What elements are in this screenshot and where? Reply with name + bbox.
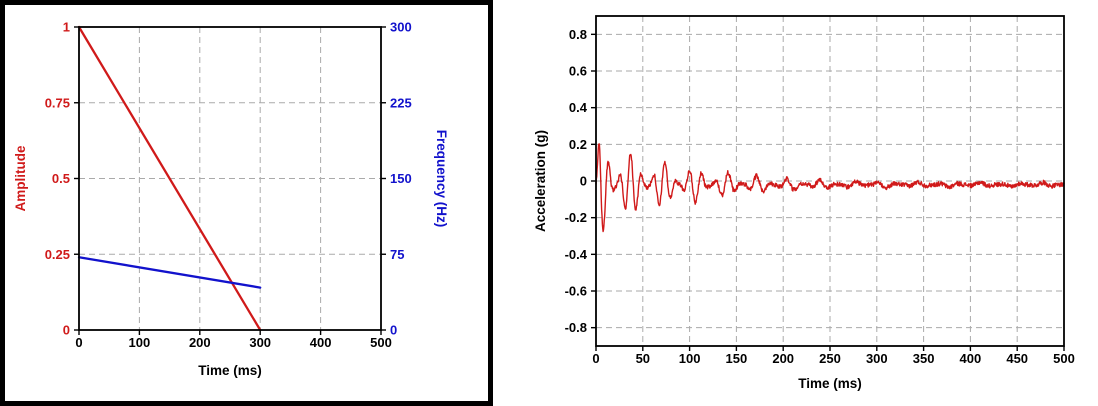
y-tick-label-left: 0.2: [569, 137, 587, 152]
x-tick-label: 0: [75, 335, 82, 350]
x-axis-title: Time (ms): [798, 376, 862, 391]
y-tick-label-right: 0: [390, 323, 397, 338]
x-tick-label: 400: [310, 335, 332, 350]
x-tick-label: 350: [913, 351, 935, 366]
y-tick-label-left: 0.25: [45, 247, 70, 262]
x-tick-label: 400: [960, 351, 982, 366]
series-amplitude: [77, 25, 262, 332]
y-tick-label-left: -0.4: [565, 247, 588, 262]
y-tick-label-left: 0.8: [569, 27, 587, 42]
x-tick-label: 300: [249, 335, 271, 350]
y-axis-title-left: Amplitude: [13, 145, 28, 211]
y-tick-label-left: 1: [63, 20, 70, 35]
x-tick-label: 200: [772, 351, 794, 366]
y-tick-label-left: -0.2: [565, 210, 587, 225]
sweep-chart-panel: 0 100 200 300 400 500 0 0.25 0.5 0.75 1 0 75 150 225 30…: [0, 0, 493, 406]
acceleration-chart: 0 50 100 150 200 250 300 350 400 450 500 -0.8 -0.6 -0…: [533, 15, 1075, 391]
x-tick-label: 50: [636, 351, 650, 366]
x-tick-label: 0: [592, 351, 599, 366]
x-tick-label: 250: [819, 351, 841, 366]
x-tick-label: 100: [129, 335, 151, 350]
x-tick-label: 450: [1006, 351, 1028, 366]
y-axis-title-left: Acceleration (g): [533, 130, 548, 232]
y-tick-label-left: -0.8: [565, 320, 587, 335]
y-tick-label-left: -0.6: [565, 284, 587, 299]
sweep-chart: 0 100 200 300 400 50000.250.50.75107515022530…: [13, 20, 449, 379]
series-acceleration: [595, 143, 1065, 233]
x-tick-label: 150: [726, 351, 748, 366]
y-tick-label-left: 0.6: [569, 64, 587, 79]
x-tick-label: 200: [189, 335, 211, 350]
y-tick-label-right: 300: [390, 20, 412, 35]
y-tick-label-right: 225: [390, 95, 412, 110]
y-tick-label-left: 0.4: [569, 100, 588, 115]
x-tick-label: 500: [1053, 351, 1075, 366]
x-tick-label: 300: [866, 351, 888, 366]
x-tick-label: 500: [370, 335, 392, 350]
y-tick-label-right: 150: [390, 171, 412, 186]
x-tick-label: 100: [679, 351, 701, 366]
y-axis-title-right: Frequency (Hz): [434, 130, 449, 228]
series-frequency: [77, 256, 262, 289]
y-tick-label-left: 0: [580, 174, 587, 189]
y-tick-label-left: 0.75: [45, 95, 70, 110]
acceleration-chart-panel: 0 50 100 150 200 250 300 350 400 450 500 -0.8 -0.6 -0…: [530, 0, 1098, 406]
y-tick-label-left: 0: [63, 323, 70, 338]
y-tick-label-right: 75: [390, 247, 404, 262]
x-axis-title: Time (ms): [198, 363, 262, 378]
y-tick-label-left: 0.5: [52, 171, 70, 186]
